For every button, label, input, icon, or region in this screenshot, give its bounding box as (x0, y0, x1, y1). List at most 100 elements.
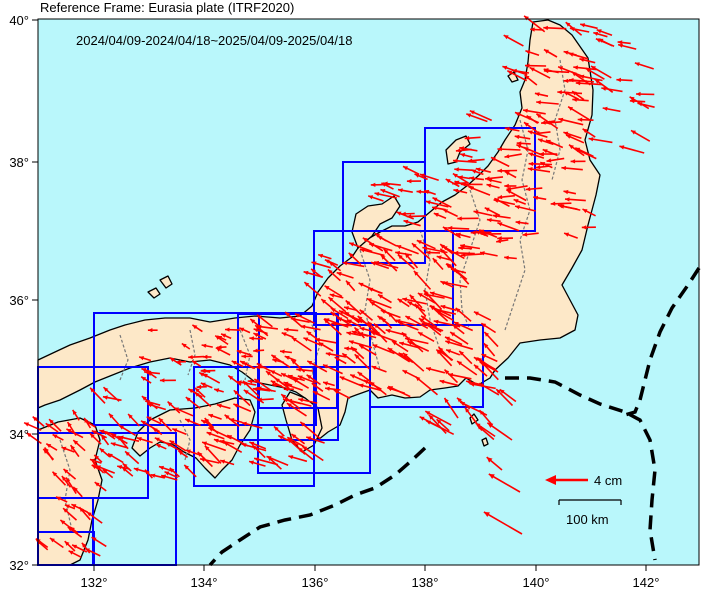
displacement-vector-head (67, 527, 73, 532)
displacement-vector-head (266, 371, 271, 376)
displacement-vector-head (241, 354, 246, 359)
displacement-vector-head (141, 420, 146, 425)
displacement-vector-head (428, 414, 434, 420)
displacement-vector-head (303, 270, 309, 275)
displacement-vector-head (99, 429, 105, 434)
displacement-vector-head (470, 230, 476, 235)
displacement-vector-head (24, 422, 30, 427)
displacement-vector-head (497, 168, 502, 173)
displacement-vector-head (84, 417, 89, 423)
displacement-vector-head (506, 186, 512, 191)
displacement-vector-head (435, 310, 441, 315)
displacement-vector-head (453, 322, 459, 326)
displacement-vector-head (298, 397, 304, 403)
displacement-vector-head (233, 390, 239, 395)
displacement-vector-head (270, 370, 276, 375)
displacement-vector-head (540, 162, 546, 167)
displacement-vector-head (291, 337, 297, 342)
noto-peninsula (351, 195, 401, 249)
lon-label: 136° (302, 575, 329, 590)
displacement-vector-head (281, 373, 287, 378)
displacement-vector-head (178, 450, 184, 456)
lat-labels: 32° 34° 36° 38° 40° (9, 13, 29, 573)
displacement-vector-head (395, 250, 400, 256)
displacement-vector-head (72, 409, 77, 415)
displacement-vector-head (402, 370, 408, 375)
displacement-vector-head (201, 420, 207, 425)
displacement-vector-head (223, 442, 229, 447)
displacement-vector-head (405, 316, 411, 321)
displacement-vector-head (32, 416, 38, 422)
displacement-vector-head (64, 541, 70, 546)
displacement-vector-head (455, 308, 461, 313)
displacement-vector-head (523, 108, 528, 113)
displacement-vector-head (272, 383, 277, 388)
displacement-vector-head (629, 96, 635, 101)
displacement-vector-head (358, 282, 364, 287)
displacement-vector-head (253, 348, 258, 353)
displacement-vector-head (321, 299, 327, 304)
displacement-vector-head (52, 434, 58, 439)
displacement-vector-head (192, 360, 197, 365)
reference-frame-title: Reference Frame: Eurasia plate (ITRF2020… (40, 0, 294, 15)
displacement-vector-head (68, 550, 74, 555)
displacement-vector-head (60, 520, 66, 525)
displacement-vector-head (398, 352, 404, 358)
displacement-vector-head (136, 437, 142, 442)
displacement-vector-head (294, 313, 300, 318)
legend-vector-label: 4 cm (594, 473, 622, 488)
displacement-vector-head (570, 159, 576, 164)
displacement-vector-head (432, 205, 437, 211)
displacement-vector-head (564, 232, 570, 237)
lat-label: 38° (9, 155, 29, 170)
displacement-vector-head (558, 66, 564, 71)
displacement-vector-head (524, 15, 529, 21)
displacement-vector-head (378, 294, 383, 299)
displacement-vector-head (504, 171, 510, 176)
displacement-vector-head (91, 465, 97, 470)
displacement-vector (414, 375, 439, 396)
displacement-vector-head (594, 79, 600, 84)
displacement-vector-head (349, 242, 355, 247)
displacement-vector-head (377, 236, 383, 241)
displacement-vector-head (144, 370, 149, 375)
displacement-vector-head (206, 431, 212, 436)
displacement-vector-head (536, 113, 542, 119)
displacement-vector-head (228, 375, 234, 380)
displacement-vector-head (133, 467, 139, 472)
displacement-vector-head (242, 421, 247, 426)
displacement-vector-head (318, 253, 324, 258)
displacement-vector-head (344, 346, 349, 351)
displacement-vector-head (64, 504, 70, 509)
displacement-vector-head (417, 293, 423, 298)
displacement-vector-head (486, 457, 493, 463)
displacement-vector-head (302, 446, 308, 451)
displacement-vector-head (497, 222, 503, 227)
displacement-vector-head (459, 146, 465, 151)
displacement-vector-head (397, 298, 403, 304)
displacement-vector-head (455, 148, 461, 153)
displacement-vector-head (311, 268, 316, 274)
displacement-vector-head (86, 512, 92, 517)
displacement-vector-head (527, 130, 533, 135)
displacement-vector-head (90, 387, 95, 393)
displacement-vector-head (164, 471, 170, 476)
displacement-vector-head (497, 236, 502, 241)
displacement-vector-head (563, 78, 569, 83)
displacement-vector-head (323, 381, 328, 386)
displacement-vector-head (200, 382, 206, 387)
displacement-vector-head (152, 428, 158, 433)
period-label: 2024/04/09-2024/04/18~2025/04/09-2025/04… (76, 33, 353, 48)
displacement-vector-head (102, 395, 108, 400)
displacement-vector-head (381, 182, 387, 187)
displacement-vector-head (287, 437, 293, 442)
displacement-vector-head (306, 331, 312, 336)
displacement-vector-head (252, 387, 258, 392)
displacement-vector-head (477, 425, 482, 430)
displacement-vector-head (542, 149, 548, 154)
displacement-vector-head (252, 445, 258, 450)
displacement-vector-head (457, 361, 463, 366)
displacement-vector-head (444, 369, 450, 375)
displacement-vector-head (565, 197, 570, 202)
